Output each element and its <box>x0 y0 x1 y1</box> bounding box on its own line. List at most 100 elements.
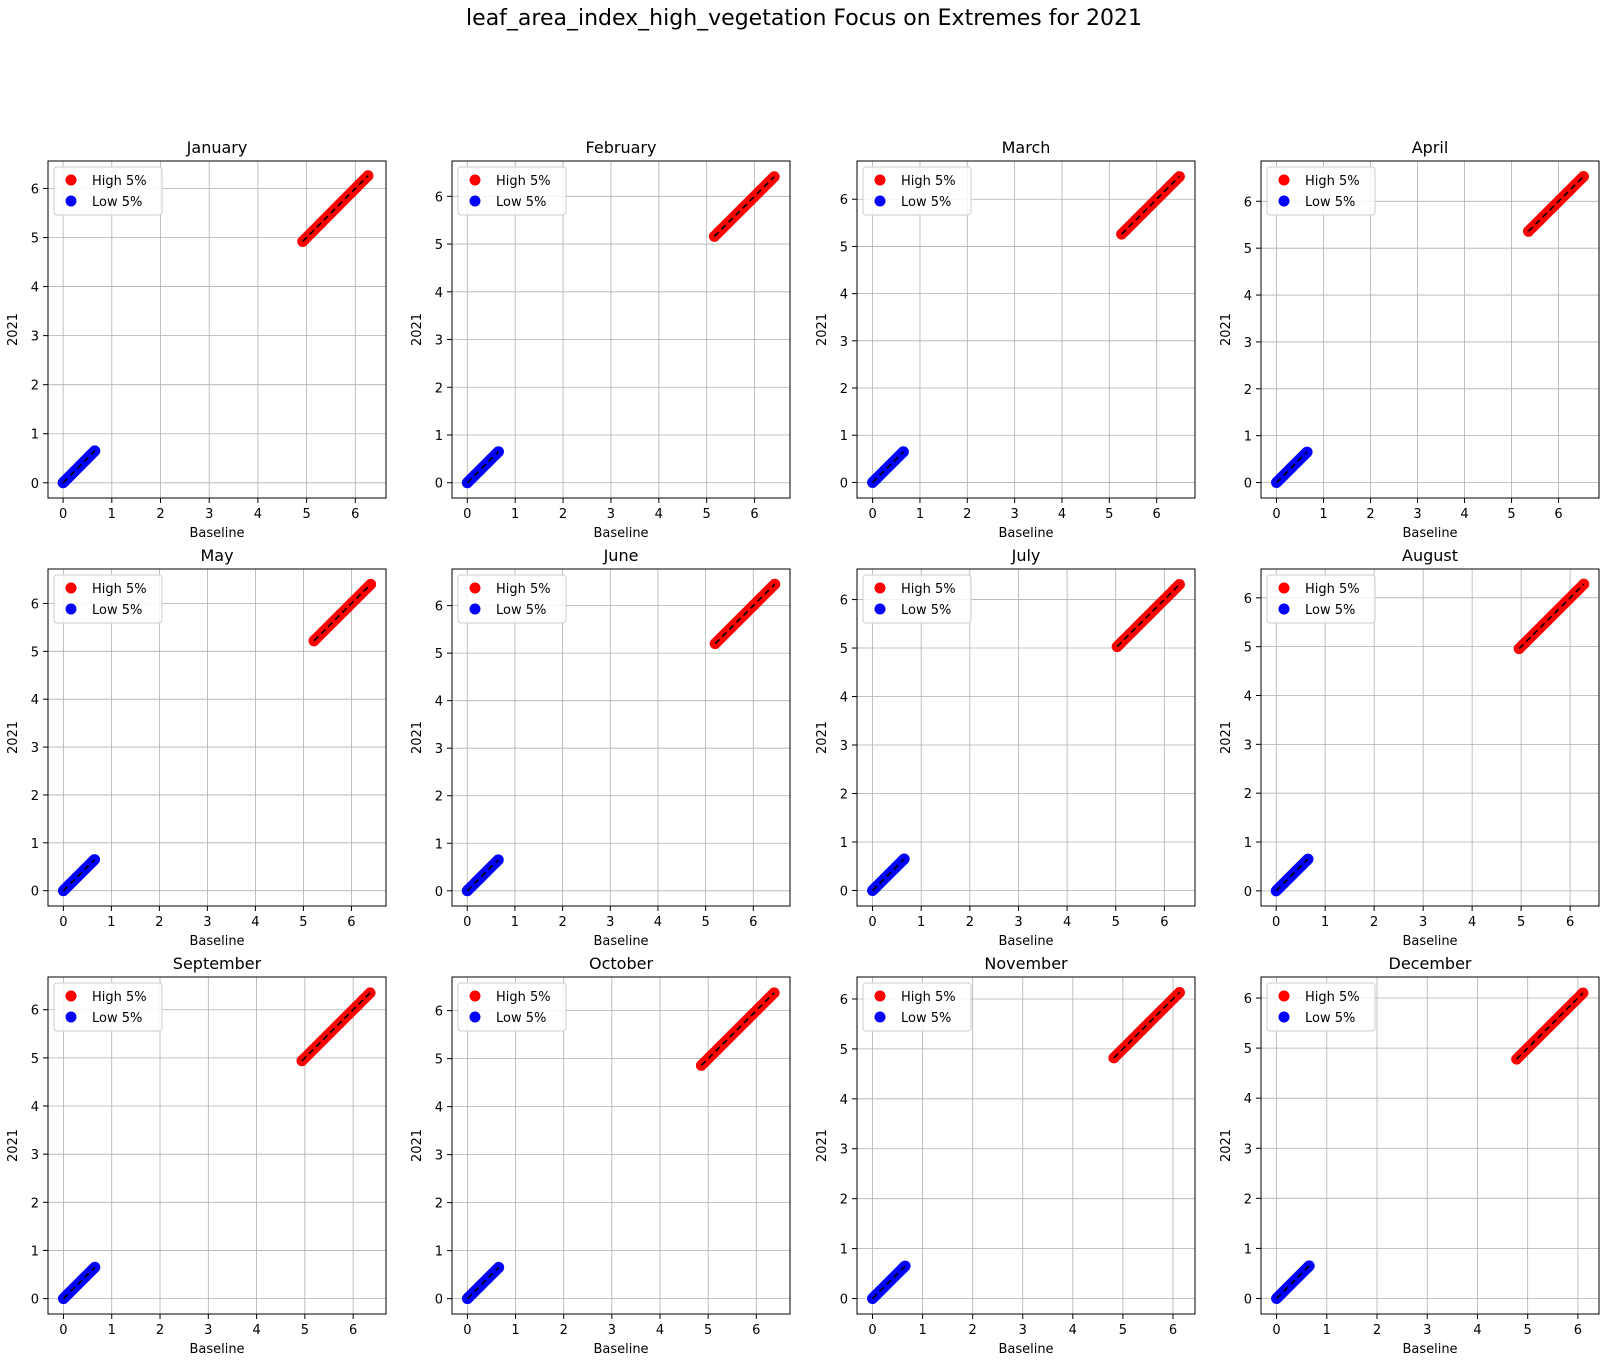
reference-line-low <box>1275 451 1308 484</box>
x-axis-label: Baseline <box>189 934 244 949</box>
y-tick-label: 6 <box>1244 195 1252 210</box>
reference-line-high <box>1527 175 1585 232</box>
y-tick-label: 2 <box>31 1196 39 1211</box>
x-tick-label: 3 <box>606 915 614 930</box>
x-tick-label: 4 <box>654 915 662 930</box>
y-axis-label: 2021 <box>410 721 425 754</box>
data-layer <box>57 578 377 897</box>
x-axis-label: Baseline <box>1402 934 1457 949</box>
x-tick-label: 6 <box>1169 1323 1177 1338</box>
x-tick-label: 5 <box>704 1323 712 1338</box>
reference-line-low <box>466 859 499 892</box>
y-tick-label: 6 <box>31 182 39 197</box>
x-tick-label: 2 <box>156 1323 164 1338</box>
x-tick-label: 5 <box>1119 1323 1127 1338</box>
y-axis-label: 2021 <box>410 1129 425 1162</box>
y-tick-label: 6 <box>1244 992 1252 1007</box>
legend-marker-high <box>469 582 481 594</box>
y-tick-label: 3 <box>435 742 443 757</box>
subplot-february: 0 1 2 3 4 5 6 0 1 2 3 4 5 6 February Baseline 2021 High 5… <box>410 138 791 541</box>
legend-marker-high <box>1278 990 1290 1002</box>
reference-line-high <box>700 992 775 1066</box>
x-tick-label: 1 <box>916 507 924 522</box>
legend-marker-low <box>469 195 481 207</box>
subplot-title: January <box>186 138 248 157</box>
y-tick-label: 0 <box>31 1293 39 1308</box>
legend-marker-high <box>874 174 886 186</box>
reference-line-high <box>301 992 371 1062</box>
x-tick-label: 6 <box>752 1323 760 1338</box>
legend: High 5% Low 5% <box>1266 982 1376 1032</box>
y-axis-label: 2021 <box>6 313 21 346</box>
y-axis-label: 2021 <box>815 1129 830 1162</box>
x-axis-label: Baseline <box>1402 1342 1457 1357</box>
y-axis-label: 2021 <box>1219 313 1234 346</box>
legend-label-low: Low 5% <box>92 603 142 618</box>
reference-line-low <box>466 1266 500 1300</box>
x-tick-label: 4 <box>1460 507 1468 522</box>
reference-line-low <box>62 1266 96 1300</box>
legend: High 5% Low 5% <box>1266 574 1376 624</box>
legend: High 5% Low 5% <box>457 166 567 216</box>
legend: High 5% Low 5% <box>53 574 163 624</box>
subplot-title: September <box>173 954 262 973</box>
y-tick-label: 4 <box>31 281 39 296</box>
y-tick-label: 5 <box>840 642 848 657</box>
subplot-title: April <box>1412 138 1449 157</box>
y-tick-label: 1 <box>435 837 443 852</box>
y-tick-label: 3 <box>1244 738 1252 753</box>
x-tick-label: 5 <box>1517 915 1525 930</box>
y-tick-label: 0 <box>31 477 39 492</box>
legend-box <box>1266 574 1376 624</box>
x-tick-label: 6 <box>1554 507 1562 522</box>
y-tick-label: 1 <box>840 1243 848 1258</box>
axes-frame <box>451 160 791 499</box>
y-tick-label: 4 <box>435 1101 443 1116</box>
x-tick-label: 6 <box>1153 507 1161 522</box>
x-tick-label: 1 <box>917 915 925 930</box>
subplot-march: 0 1 2 3 4 5 6 0 1 2 3 4 5 6 March Baseline 2021 High 5% Lo… <box>815 138 1196 541</box>
x-tick-label: 6 <box>351 507 359 522</box>
x-axis-label: Baseline <box>998 934 1053 949</box>
legend-marker-high <box>874 990 886 1002</box>
x-tick-label: 1 <box>1321 915 1329 930</box>
reference-line-low <box>62 450 96 484</box>
legend-label-high: High 5% <box>92 990 147 1005</box>
x-tick-label: 0 <box>1272 1323 1280 1338</box>
y-tick-label: 6 <box>435 1005 443 1020</box>
legend-label-high: High 5% <box>92 582 147 597</box>
y-tick-label: 1 <box>31 1244 39 1259</box>
y-tick-label: 5 <box>435 647 443 662</box>
legend-label-high: High 5% <box>901 990 956 1005</box>
y-tick-label: 2 <box>840 788 848 803</box>
legend-label-low: Low 5% <box>901 1011 951 1026</box>
x-axis-label: Baseline <box>998 1342 1053 1357</box>
y-tick-label: 3 <box>435 1149 443 1164</box>
legend-box <box>457 982 567 1032</box>
subplot-title: May <box>200 546 233 565</box>
x-tick-label: 0 <box>463 507 471 522</box>
x-tick-label: 0 <box>1272 507 1280 522</box>
legend-marker-high <box>65 582 77 594</box>
data-layer <box>1271 170 1589 489</box>
y-tick-label: 1 <box>435 1245 443 1260</box>
reference-line-low <box>466 451 500 484</box>
data-layer <box>867 986 1185 1305</box>
x-axis-label: Baseline <box>1402 526 1457 541</box>
x-tick-label: 4 <box>252 1323 260 1338</box>
data-layer <box>1271 987 1589 1304</box>
series-high <box>708 171 780 242</box>
y-tick-label: 4 <box>840 1093 848 1108</box>
y-tick-label: 2 <box>435 1197 443 1212</box>
x-tick-label: 0 <box>868 1323 876 1338</box>
x-tick-label: 2 <box>559 507 567 522</box>
x-tick-label: 1 <box>511 507 519 522</box>
x-tick-label: 5 <box>1524 1323 1532 1338</box>
legend-marker-high <box>1278 174 1290 186</box>
data-layer <box>461 171 780 489</box>
reference-line-low <box>871 858 905 892</box>
legend-marker-low <box>874 195 886 207</box>
reference-line-low <box>1276 1265 1310 1300</box>
x-tick-label: 3 <box>608 1323 616 1338</box>
subplot-august: 0 1 2 3 4 5 6 0 1 2 3 4 5 6 August Baseline 2021 High 5% L… <box>1219 546 1600 949</box>
